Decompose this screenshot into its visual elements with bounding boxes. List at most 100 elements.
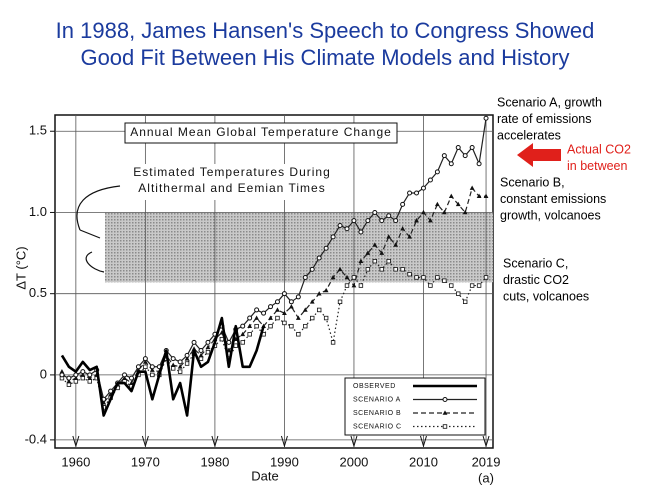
point xyxy=(455,201,461,207)
point xyxy=(205,349,211,355)
point xyxy=(365,218,371,224)
point xyxy=(295,294,301,300)
y-tick-label: 0 xyxy=(40,366,47,381)
inner-title: Annual Mean Global Temperature Change xyxy=(130,125,392,139)
point xyxy=(80,372,86,377)
series-line xyxy=(60,316,265,417)
point xyxy=(296,332,301,337)
point xyxy=(351,218,357,224)
point xyxy=(240,323,246,329)
annotation: cuts, volcanoes xyxy=(503,289,589,303)
point xyxy=(247,332,252,337)
point xyxy=(129,380,134,385)
point xyxy=(177,359,183,365)
legend-label: OBSERVED xyxy=(353,383,396,390)
annotation: accelerates xyxy=(497,128,561,142)
annotation: constant emissions xyxy=(500,192,606,206)
point xyxy=(365,250,371,255)
x-tick xyxy=(350,435,358,448)
x-tick-label: 1980 xyxy=(200,454,229,469)
point xyxy=(337,266,343,272)
point xyxy=(316,291,322,296)
y-axis-label: ΔT (°C) xyxy=(13,246,28,289)
annotation: Scenario A, growth xyxy=(497,95,602,109)
annotation: rate of emissions xyxy=(497,112,591,126)
point xyxy=(87,372,93,378)
point xyxy=(177,364,183,369)
point xyxy=(435,275,440,280)
point xyxy=(462,209,468,215)
point xyxy=(66,375,72,381)
chart-title: In 1988, James Hansen's Speech to Congre… xyxy=(56,18,595,43)
point xyxy=(268,323,273,329)
point xyxy=(330,274,336,280)
point xyxy=(456,291,461,296)
point xyxy=(386,258,391,264)
x-tick-label: 2019 xyxy=(472,454,501,469)
point xyxy=(393,242,399,247)
point xyxy=(469,185,475,190)
point xyxy=(254,307,260,313)
point xyxy=(476,161,482,167)
point xyxy=(247,323,253,328)
point xyxy=(407,190,413,196)
point xyxy=(316,255,322,261)
point xyxy=(421,275,426,280)
annotation: in between xyxy=(567,159,628,173)
x-axis-label: Date xyxy=(251,468,278,483)
point xyxy=(421,209,426,215)
point xyxy=(149,367,155,372)
point xyxy=(288,304,294,309)
panel-label: (a) xyxy=(478,470,494,485)
point xyxy=(73,372,79,378)
point xyxy=(226,339,232,345)
legend-box xyxy=(344,377,486,436)
point xyxy=(142,359,148,364)
point xyxy=(247,315,253,321)
x-tick-label: 1960 xyxy=(61,454,90,469)
point xyxy=(254,315,260,320)
point xyxy=(448,161,454,167)
point xyxy=(275,315,280,321)
band-label-box xyxy=(118,164,348,200)
y-tick-label: 1.5 xyxy=(29,123,47,138)
point xyxy=(310,315,315,321)
plot-area xyxy=(50,114,494,449)
annotation: drastic CO2 xyxy=(503,273,569,287)
point xyxy=(379,218,385,224)
point xyxy=(323,315,329,321)
point xyxy=(393,218,399,224)
x-tick-label: 1990 xyxy=(270,454,299,469)
point xyxy=(170,362,176,367)
point xyxy=(302,307,308,312)
point xyxy=(59,372,65,378)
y-tick-label: 0.5 xyxy=(29,285,47,300)
point xyxy=(170,366,176,371)
point xyxy=(66,382,72,387)
point xyxy=(351,282,357,288)
legend-label: SCENARIO A xyxy=(353,396,401,403)
arrow xyxy=(517,143,561,167)
shaded-band xyxy=(105,212,493,283)
point xyxy=(448,193,454,199)
point xyxy=(254,323,259,329)
point xyxy=(400,201,406,207)
point xyxy=(427,177,433,183)
point xyxy=(149,364,155,370)
point xyxy=(330,234,336,240)
point xyxy=(462,299,468,305)
point xyxy=(434,169,440,175)
band-label: Altithermal and Eemian Times xyxy=(138,181,325,195)
y-tick-label: -0.4 xyxy=(25,431,47,446)
x-tick-label: 2000 xyxy=(339,454,368,469)
point xyxy=(282,310,287,315)
point xyxy=(233,343,238,348)
point xyxy=(414,275,419,280)
point xyxy=(309,299,315,304)
point xyxy=(275,307,280,312)
point xyxy=(393,267,398,272)
point xyxy=(122,375,127,380)
point xyxy=(316,307,322,313)
point xyxy=(386,234,392,239)
